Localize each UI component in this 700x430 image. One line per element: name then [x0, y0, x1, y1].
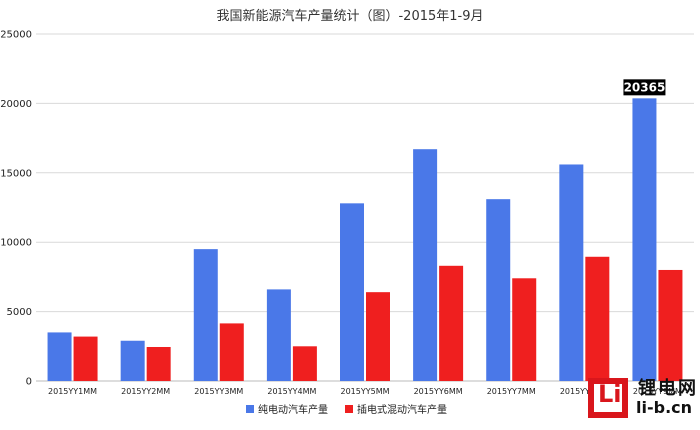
- legend-swatch: [246, 405, 254, 413]
- x-tick-label: 2015YY2MM: [121, 387, 170, 396]
- x-tick-label: 2015YY8MM: [560, 387, 609, 396]
- watermark-logo-letter: Li: [598, 380, 622, 408]
- y-tick-label: 5000: [7, 307, 32, 318]
- bar-phev: [512, 278, 537, 381]
- bar-bev: [340, 203, 364, 381]
- y-axis-ticks: 0 5000 10000 15000 20000 25000: [0, 30, 32, 388]
- legend: 纯电动汽车产量 插电式混动汽车产量: [246, 403, 447, 416]
- y-tick-label: 0: [26, 377, 32, 388]
- bar-bev: [47, 332, 72, 381]
- bar-bev: [486, 199, 511, 381]
- bar-phev: [585, 256, 610, 381]
- x-tick-label: 2015YY5MM: [340, 387, 389, 396]
- watermark-logo-box: Li: [588, 378, 628, 418]
- y-tick-label: 20000: [0, 99, 32, 110]
- x-tick-label: 2015YY6MM: [414, 387, 463, 396]
- gridlines: [36, 33, 694, 382]
- bar-bev: [266, 289, 291, 381]
- legend-label: 插电式混动汽车产量: [357, 403, 447, 416]
- chart-title: 我国新能源汽车产量统计（图）-2015年1-9月: [216, 8, 483, 24]
- x-tick-label: 2015YY7MM: [487, 387, 536, 396]
- y-tick-label: 15000: [0, 168, 32, 179]
- bar-phev: [658, 269, 683, 381]
- x-axis-ticks: 2015YY1MM 2015YY2MM 2015YY3MM 2015YY4MM 2015…: [48, 387, 682, 396]
- y-tick-label: 25000: [0, 30, 32, 41]
- legend-label: 纯电动汽车产量: [258, 403, 328, 416]
- bar-bev: [193, 249, 218, 381]
- watermark-site-name: 锂电网: [638, 378, 698, 399]
- x-tick-label: 2015YY1MM: [48, 387, 97, 396]
- legend-swatch: [345, 405, 353, 413]
- callout-value: 20365: [624, 80, 666, 94]
- bar-bev: [632, 98, 657, 381]
- watermark-logo: Li 锂电网 li-b.cn: [588, 372, 700, 426]
- x-tick-label: 2015YY3MM: [194, 387, 243, 396]
- bars: [47, 98, 683, 381]
- watermark-domain: li-b.cn: [636, 398, 693, 417]
- x-tick-label: 2015YY4MM: [267, 387, 316, 396]
- value-callout: 20365: [623, 79, 666, 96]
- bar-phev: [73, 336, 98, 381]
- bar-phev: [366, 292, 390, 381]
- bar-bev: [413, 149, 438, 381]
- bar-phev: [146, 346, 171, 381]
- callout-box: [623, 79, 666, 96]
- bar-bev: [120, 340, 145, 381]
- bar-bev: [559, 164, 584, 381]
- x-tick-label: 2015YY9MM: [633, 387, 682, 396]
- bar-phev: [292, 346, 317, 381]
- y-tick-label: 10000: [0, 238, 32, 249]
- bar-phev: [219, 323, 244, 381]
- bar-phev: [439, 265, 464, 381]
